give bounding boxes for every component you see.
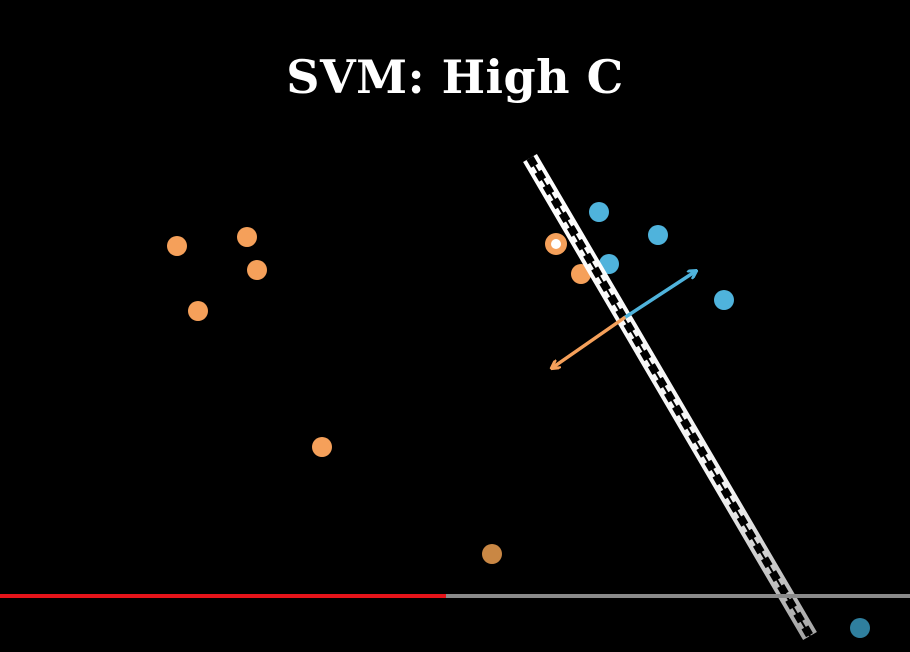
margin-direction-arrows [552,271,696,368]
blue-class-points [589,202,870,638]
video-progress-bar[interactable] [0,594,910,598]
support-vector-highlight [551,239,561,249]
video-progress-played [0,594,446,598]
orange-point [188,301,208,321]
blue-point [714,290,734,310]
orange-direction-arrow [552,316,626,368]
orange-point [167,236,187,256]
blue-direction-arrow [622,271,696,320]
blue-point [589,202,609,222]
orange-point [312,437,332,457]
orange-class-points [167,227,591,564]
decision-boundary [523,153,817,641]
blue-point [648,225,668,245]
orange-point [247,260,267,280]
slide-title: SVM: High C [286,50,624,104]
blue-point [850,618,870,638]
orange-point [482,544,502,564]
orange-point [237,227,257,247]
